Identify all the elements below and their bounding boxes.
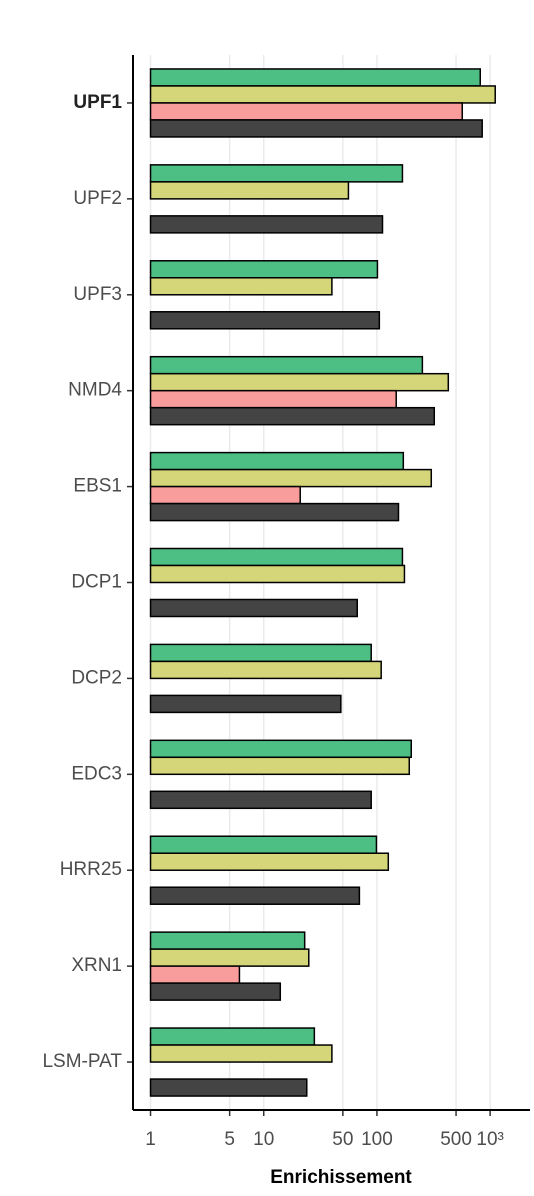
- x-tick-label: 500: [440, 1129, 472, 1150]
- x-tick-label: 5: [224, 1129, 235, 1150]
- y-tick-label: DCP1: [71, 572, 122, 593]
- bar: [149, 406, 436, 426]
- x-tick-label: 1: [145, 1129, 156, 1150]
- bar: [149, 694, 342, 714]
- x-tick-label: 10: [253, 1129, 274, 1150]
- bar: [149, 948, 310, 967]
- bar: [149, 181, 350, 200]
- y-tick-label: DCP2: [71, 667, 122, 688]
- bar: [149, 277, 333, 296]
- bar: [149, 790, 372, 810]
- bar: [149, 85, 496, 104]
- bar: [149, 1044, 333, 1063]
- bar: [149, 739, 413, 759]
- bar: [149, 660, 382, 680]
- y-tick-label: UPF3: [73, 284, 122, 305]
- bar: [149, 389, 397, 409]
- x-tick-label: 100: [361, 1129, 393, 1150]
- y-tick-label: XRN1: [71, 955, 122, 976]
- bar: [149, 372, 450, 392]
- bar: [149, 68, 482, 87]
- bar: [149, 564, 406, 584]
- bar: [149, 598, 358, 618]
- y-tick-label: UPF1: [73, 92, 122, 113]
- bar: [149, 502, 400, 522]
- bar: [149, 547, 404, 567]
- bar: [149, 119, 483, 138]
- y-tick-label: UPF2: [73, 188, 122, 209]
- bar: [149, 643, 372, 663]
- y-tick-label: NMD4: [68, 380, 122, 401]
- y-tick-label: EDC3: [71, 763, 122, 784]
- bar: [149, 311, 381, 330]
- bar: [149, 1078, 308, 1097]
- bar: [149, 451, 405, 471]
- bar: [149, 965, 241, 984]
- bar: [149, 355, 424, 375]
- bar: [149, 485, 301, 505]
- bar: [149, 215, 384, 234]
- bar: [149, 164, 404, 183]
- bar: [149, 852, 390, 871]
- bar: [149, 1027, 316, 1046]
- bar: [149, 102, 463, 121]
- x-tick-label: 10³: [476, 1129, 503, 1150]
- x-tick-label: 50: [332, 1129, 353, 1150]
- y-tick-label: LSM-PAT: [42, 1051, 122, 1072]
- bar: [149, 468, 433, 488]
- bar: [149, 931, 306, 950]
- x-axis-title: Enrichissement: [270, 1167, 412, 1188]
- y-tick-label: EBS1: [73, 476, 122, 497]
- bar: [149, 982, 282, 1001]
- y-tick-label: HRR25: [60, 859, 122, 880]
- bar: [149, 886, 361, 905]
- bar: [149, 756, 411, 776]
- bar: [149, 260, 379, 279]
- bar: [149, 835, 378, 854]
